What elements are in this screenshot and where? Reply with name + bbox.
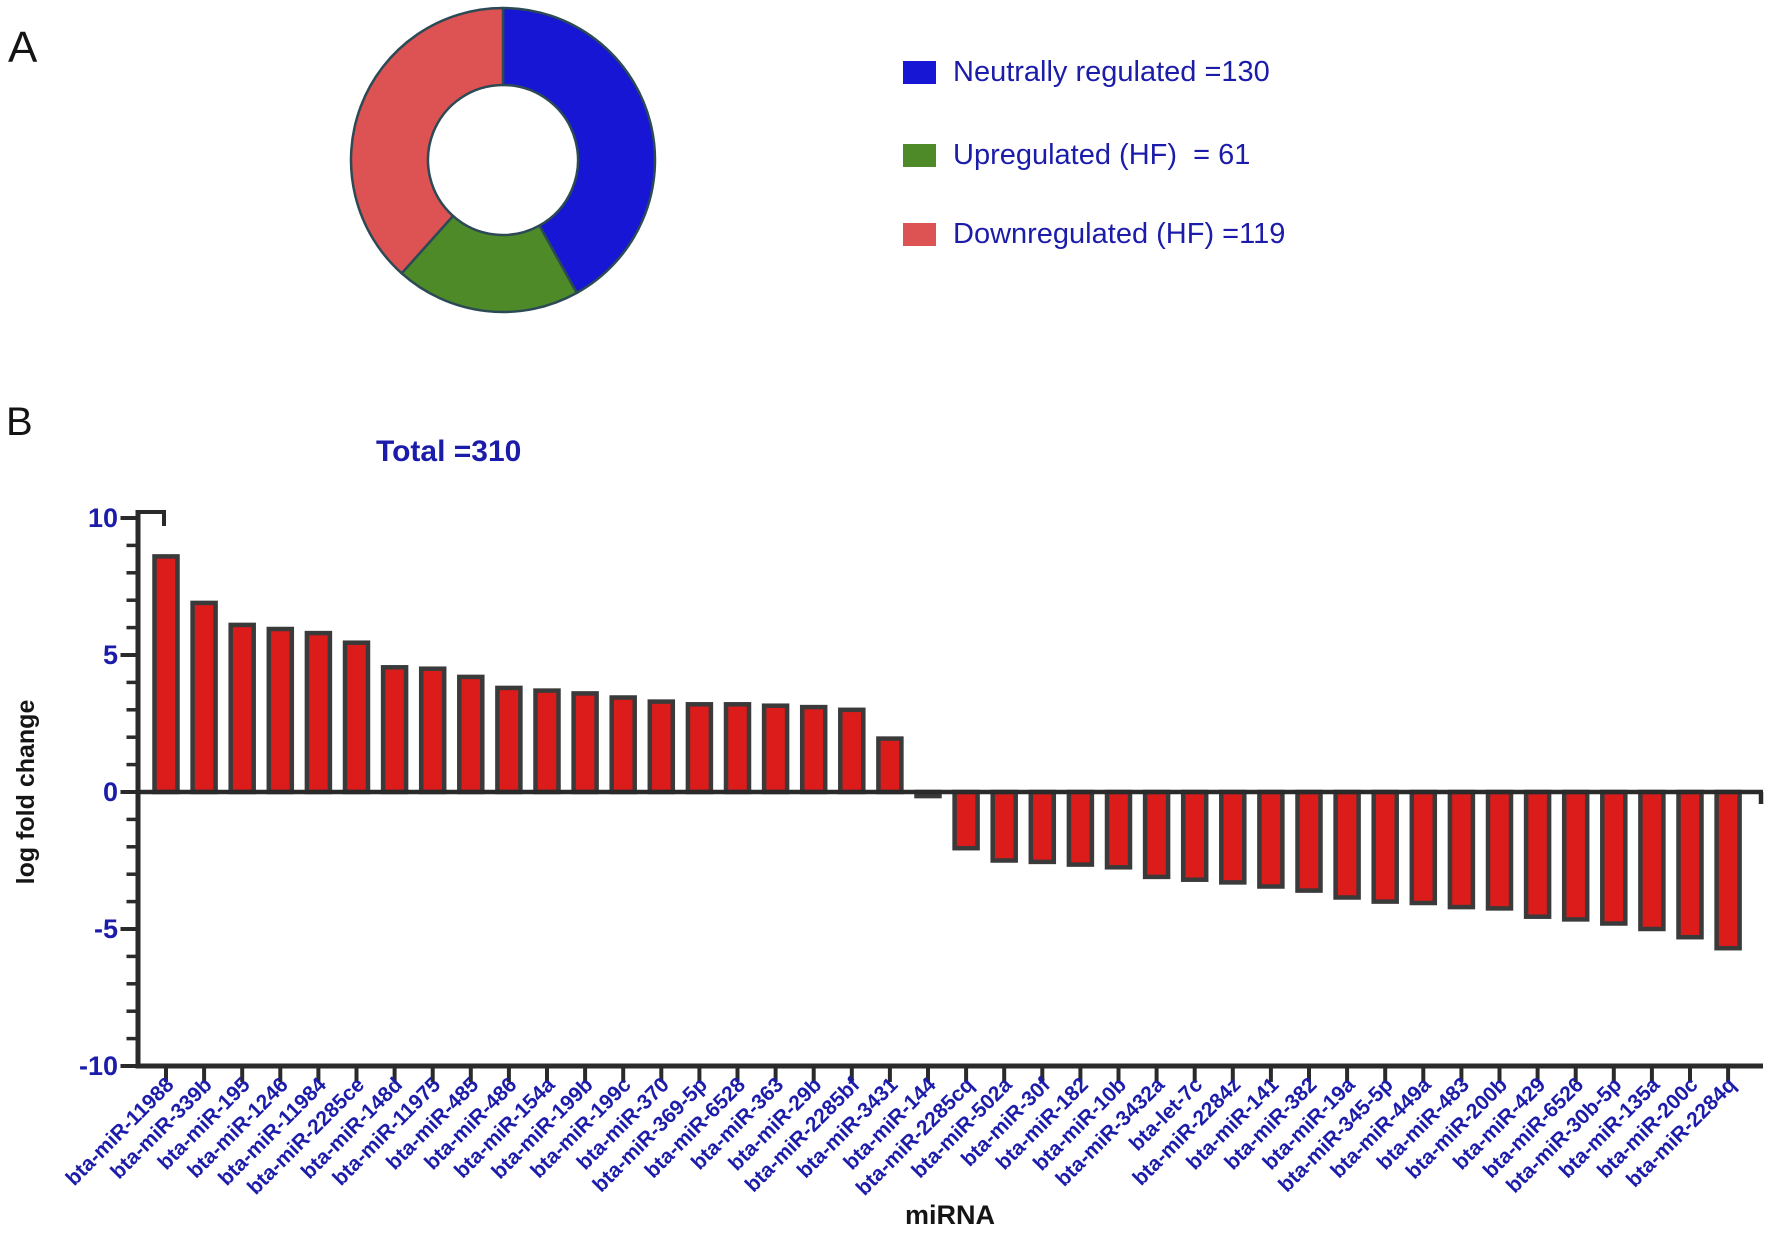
bar-bta-miR-29b xyxy=(799,704,828,795)
pie-legend: Neutrally regulated =130 Upregulated (HF… xyxy=(903,0,1463,280)
y-tick-label-5: 5 xyxy=(103,640,118,670)
bar-bta-miR-10b xyxy=(1104,789,1133,870)
legend-item-neutrally-regulated: Neutrally regulated =130 xyxy=(903,55,1270,89)
bar-bta-miR-449a xyxy=(1409,789,1438,906)
bar-bta-miR-369-5p xyxy=(685,702,714,795)
legend-swatch-red xyxy=(903,222,936,246)
bar-bta-miR-200b xyxy=(1485,789,1514,911)
legend-label-neutrally-regulated: Neutrally regulated =130 xyxy=(953,55,1270,88)
bar-bta-miR-2284q xyxy=(1714,789,1742,951)
bar-bta-miR-2285cq xyxy=(952,789,980,851)
panel-b-label: B xyxy=(6,400,33,444)
bar-bta-miR-485 xyxy=(457,674,485,795)
bar-bta-miR-3432a xyxy=(1142,789,1171,880)
bar-bta-miR-370 xyxy=(647,699,676,795)
bar-bta-miR-2285bf xyxy=(838,707,866,795)
bar-bta-miR-502a xyxy=(990,789,1018,863)
bar-bta-miR-11988 xyxy=(152,554,180,795)
y-tick-label--10: -10 xyxy=(79,1051,118,1081)
legend-label-upregulated: Upregulated (HF) = 61 xyxy=(953,138,1251,171)
bar-bta-miR-6526 xyxy=(1561,789,1590,922)
bar-bta-miR-483 xyxy=(1447,789,1476,910)
bar-bta-miR-429 xyxy=(1523,789,1552,919)
bar-bta-miR-11975 xyxy=(418,666,447,795)
donut-chart xyxy=(349,6,657,314)
bar-bta-miR-148d xyxy=(380,665,409,795)
bar-bta-let-7c xyxy=(1180,789,1209,882)
y-axis-title: log fold change xyxy=(12,700,40,885)
y-tick-label-0: 0 xyxy=(103,777,118,807)
bar-bta-miR-141 xyxy=(1257,789,1285,889)
bar-bta-miR-6528 xyxy=(723,702,752,795)
bar-bta-miR-30f xyxy=(1028,789,1057,865)
x-axis-title: miRNA xyxy=(905,1200,995,1230)
panel-a-label: A xyxy=(8,23,38,72)
bar-bta-miR-1246 xyxy=(266,626,295,795)
bar-bta-miR-382 xyxy=(1295,789,1323,893)
pie-slice-neutrally-regulated xyxy=(501,6,657,295)
y-tick-label-10: 10 xyxy=(88,503,118,533)
legend-label-downregulated: Downregulated (HF) =119 xyxy=(953,217,1286,250)
bar-bta-miR-19a xyxy=(1333,789,1361,900)
bar-bta-miR-154a xyxy=(533,688,561,795)
bar-bta-miR-30b-5p xyxy=(1600,789,1628,926)
bar-bta-miR-363 xyxy=(761,703,790,795)
bar-bta-miR-2284z xyxy=(1219,789,1247,885)
bar-bta-miR-11984 xyxy=(304,630,333,795)
bar-bta-miR-339b xyxy=(190,600,218,795)
bar-bta-miR-2285ce xyxy=(342,640,371,795)
pie-slice-upregulated-hf- xyxy=(400,214,579,314)
bar-bta-miR-345-5p xyxy=(1371,789,1399,904)
y-axis-top-cap xyxy=(138,510,166,526)
legend-swatch-blue xyxy=(903,60,936,84)
y-tick-label--5: -5 xyxy=(94,914,118,944)
legend-item-upregulated: Upregulated (HF) = 61 xyxy=(903,138,1250,172)
bar-bta-miR-195 xyxy=(228,622,256,795)
pie-slice-downregulated-hf- xyxy=(349,6,505,275)
bar-bta-miR-135a xyxy=(1638,789,1666,932)
bar-bta-miR-199c xyxy=(609,695,637,795)
bar-bta-miR-486 xyxy=(495,685,523,795)
bar-bta-miR-3431 xyxy=(876,736,904,795)
bar-bta-miR-200c xyxy=(1676,789,1704,940)
bar-bta-miR-182 xyxy=(1066,789,1095,867)
legend-swatch-green xyxy=(903,143,936,167)
legend-item-downregulated: Downregulated (HF) =119 xyxy=(903,217,1285,251)
bar-bta-miR-199b xyxy=(571,691,599,795)
pie-total-label: Total =310 xyxy=(376,435,522,468)
